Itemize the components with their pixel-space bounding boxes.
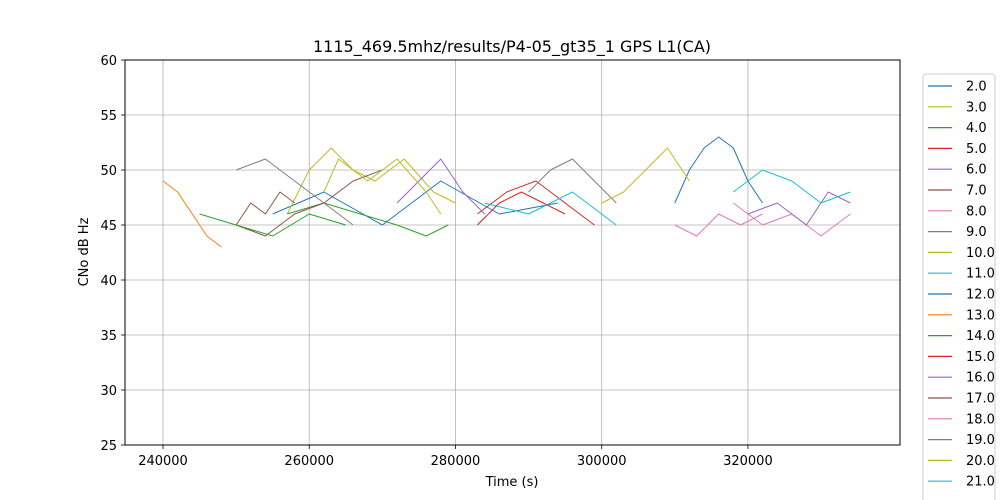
legend-label: 8.0 [966,204,987,219]
y-tick-label: 50 [100,164,117,179]
series-line-17-0 [235,191,295,226]
series-line-9-0 [235,158,354,226]
x-axis: 240000 260000 280000 300000 320000 [138,445,773,469]
series-line-10-0 [323,158,442,215]
legend-label: 10.0 [966,246,995,261]
series-line-14-0 [199,213,346,237]
series-line-21-0 [732,169,851,204]
series-line-20-0 [601,147,690,204]
legend-label: 11.0 [966,267,995,282]
chart-title: 1115_469.5mhz/results/P4-05_gt35_1 GPS L… [313,37,711,57]
series-line-13-0 [162,180,222,248]
legend-label: 7.0 [966,184,987,199]
legend: 2.0 3.0 4.0 5.0 6.0 7.0 8.0 9.0 10.0 11.0 12.0 13.0… [922,73,996,500]
series-line-6-0 [396,158,486,215]
legend-label: 2.0 [966,80,987,95]
y-tick-label: 55 [100,109,117,124]
legend-label: 9.0 [966,225,987,240]
legend-label: 20.0 [966,454,995,469]
legend-label: 13.0 [966,308,995,323]
series-line-19-0 [528,158,617,204]
series-line-15-0 [477,191,566,226]
legend-label: 6.0 [966,163,987,178]
x-tick-label: 260000 [284,454,334,469]
series-line-3-0 [286,147,456,215]
series-line-18-0 [674,213,763,237]
plot-frame [124,59,901,446]
legend-label: 14.0 [966,329,995,344]
y-tick-label: 40 [100,274,117,289]
legend-label: 3.0 [966,100,987,115]
series-line-11-0 [484,191,617,226]
y-tick-label: 30 [100,384,117,399]
y-axis: 25 30 35 40 45 50 55 60 [100,54,125,454]
y-axis-label: CNo dB Hz [77,217,92,286]
legend-label: 18.0 [966,412,995,427]
series-line-5-0 [477,180,595,226]
x-axis-label: Time (s) [485,475,539,490]
series-line-16-0 [747,191,851,226]
y-tick-label: 60 [100,54,117,69]
x-tick-label: 280000 [431,454,481,469]
x-tick-label: 320000 [723,454,773,469]
legend-label: 5.0 [966,142,987,157]
plot-area [125,60,900,445]
legend-label: 17.0 [966,392,995,407]
legend-label: 21.0 [966,475,995,490]
legend-label: 16.0 [966,371,995,386]
legend-box [922,73,996,500]
legend-label: 19.0 [966,433,995,448]
legend-label: 12.0 [966,288,995,303]
series-line-2-0 [272,180,558,226]
series-line-7-0 [235,169,383,237]
x-tick-label: 300000 [577,454,627,469]
y-tick-label: 35 [100,329,117,344]
y-tick-label: 25 [100,439,117,454]
x-tick-label: 240000 [138,454,188,469]
legend-label: 15.0 [966,350,995,365]
y-tick-label: 45 [100,219,117,234]
series-layer [162,136,851,248]
legend-label: 4.0 [966,121,987,136]
